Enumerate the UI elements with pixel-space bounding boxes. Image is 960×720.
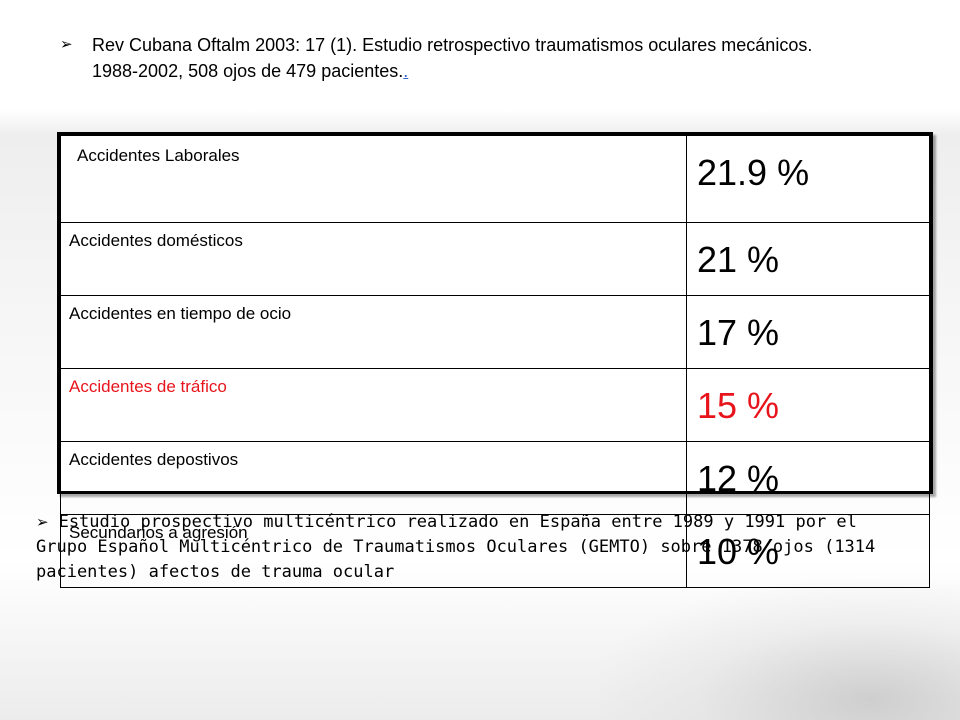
row-label: Secundarios a agresión: [60, 514, 687, 588]
table-row-highlighted: Accidentes de tráfico 15 %: [60, 368, 930, 442]
accident-table: Accidentes Laborales 21.9 % Accidentes d…: [57, 132, 933, 588]
row-label: Accidentes Laborales: [60, 135, 687, 223]
row-value: 21.9 %: [686, 135, 930, 223]
row-label: Accidentes depostivos: [60, 441, 687, 515]
arrow-bullet-icon: ➢: [36, 514, 49, 531]
table-row: Accidentes Laborales 21.9 %: [60, 135, 930, 223]
row-label: Accidentes domésticos: [60, 222, 687, 296]
row-value: 15 %: [686, 368, 930, 442]
table-row: Accidentes en tiempo de ocio 17 %: [60, 295, 930, 369]
citation-text: Rev Cubana Oftalm 2003: 17 (1). Estudio …: [92, 35, 813, 81]
row-value: 12 %: [686, 441, 930, 515]
table-row: Accidentes depostivos 12 %: [60, 441, 930, 515]
study-note: ➢ Estudio prospectivo multicéntrico reali…: [36, 510, 916, 585]
citation-link[interactable]: .: [403, 61, 409, 81]
row-label: Accidentes de tráfico: [60, 368, 687, 442]
accident-data-table: Accidentes Laborales 21.9 % Accidentes d…: [60, 135, 930, 588]
citation-text-wrap: Rev Cubana Oftalm 2003: 17 (1). Estudio …: [92, 32, 862, 84]
row-value: 10 %: [686, 514, 930, 588]
row-label: Accidentes en tiempo de ocio: [60, 295, 687, 369]
table-row: Accidentes domésticos 21 %: [60, 222, 930, 296]
study-text: Estudio prospectivo multicéntrico realiz…: [36, 512, 876, 582]
table-row: Secundarios a agresión 10 %: [60, 514, 930, 588]
row-value: 17 %: [686, 295, 930, 369]
arrow-bullet-icon: ➢: [60, 36, 73, 53]
row-value: 21 %: [686, 222, 930, 296]
